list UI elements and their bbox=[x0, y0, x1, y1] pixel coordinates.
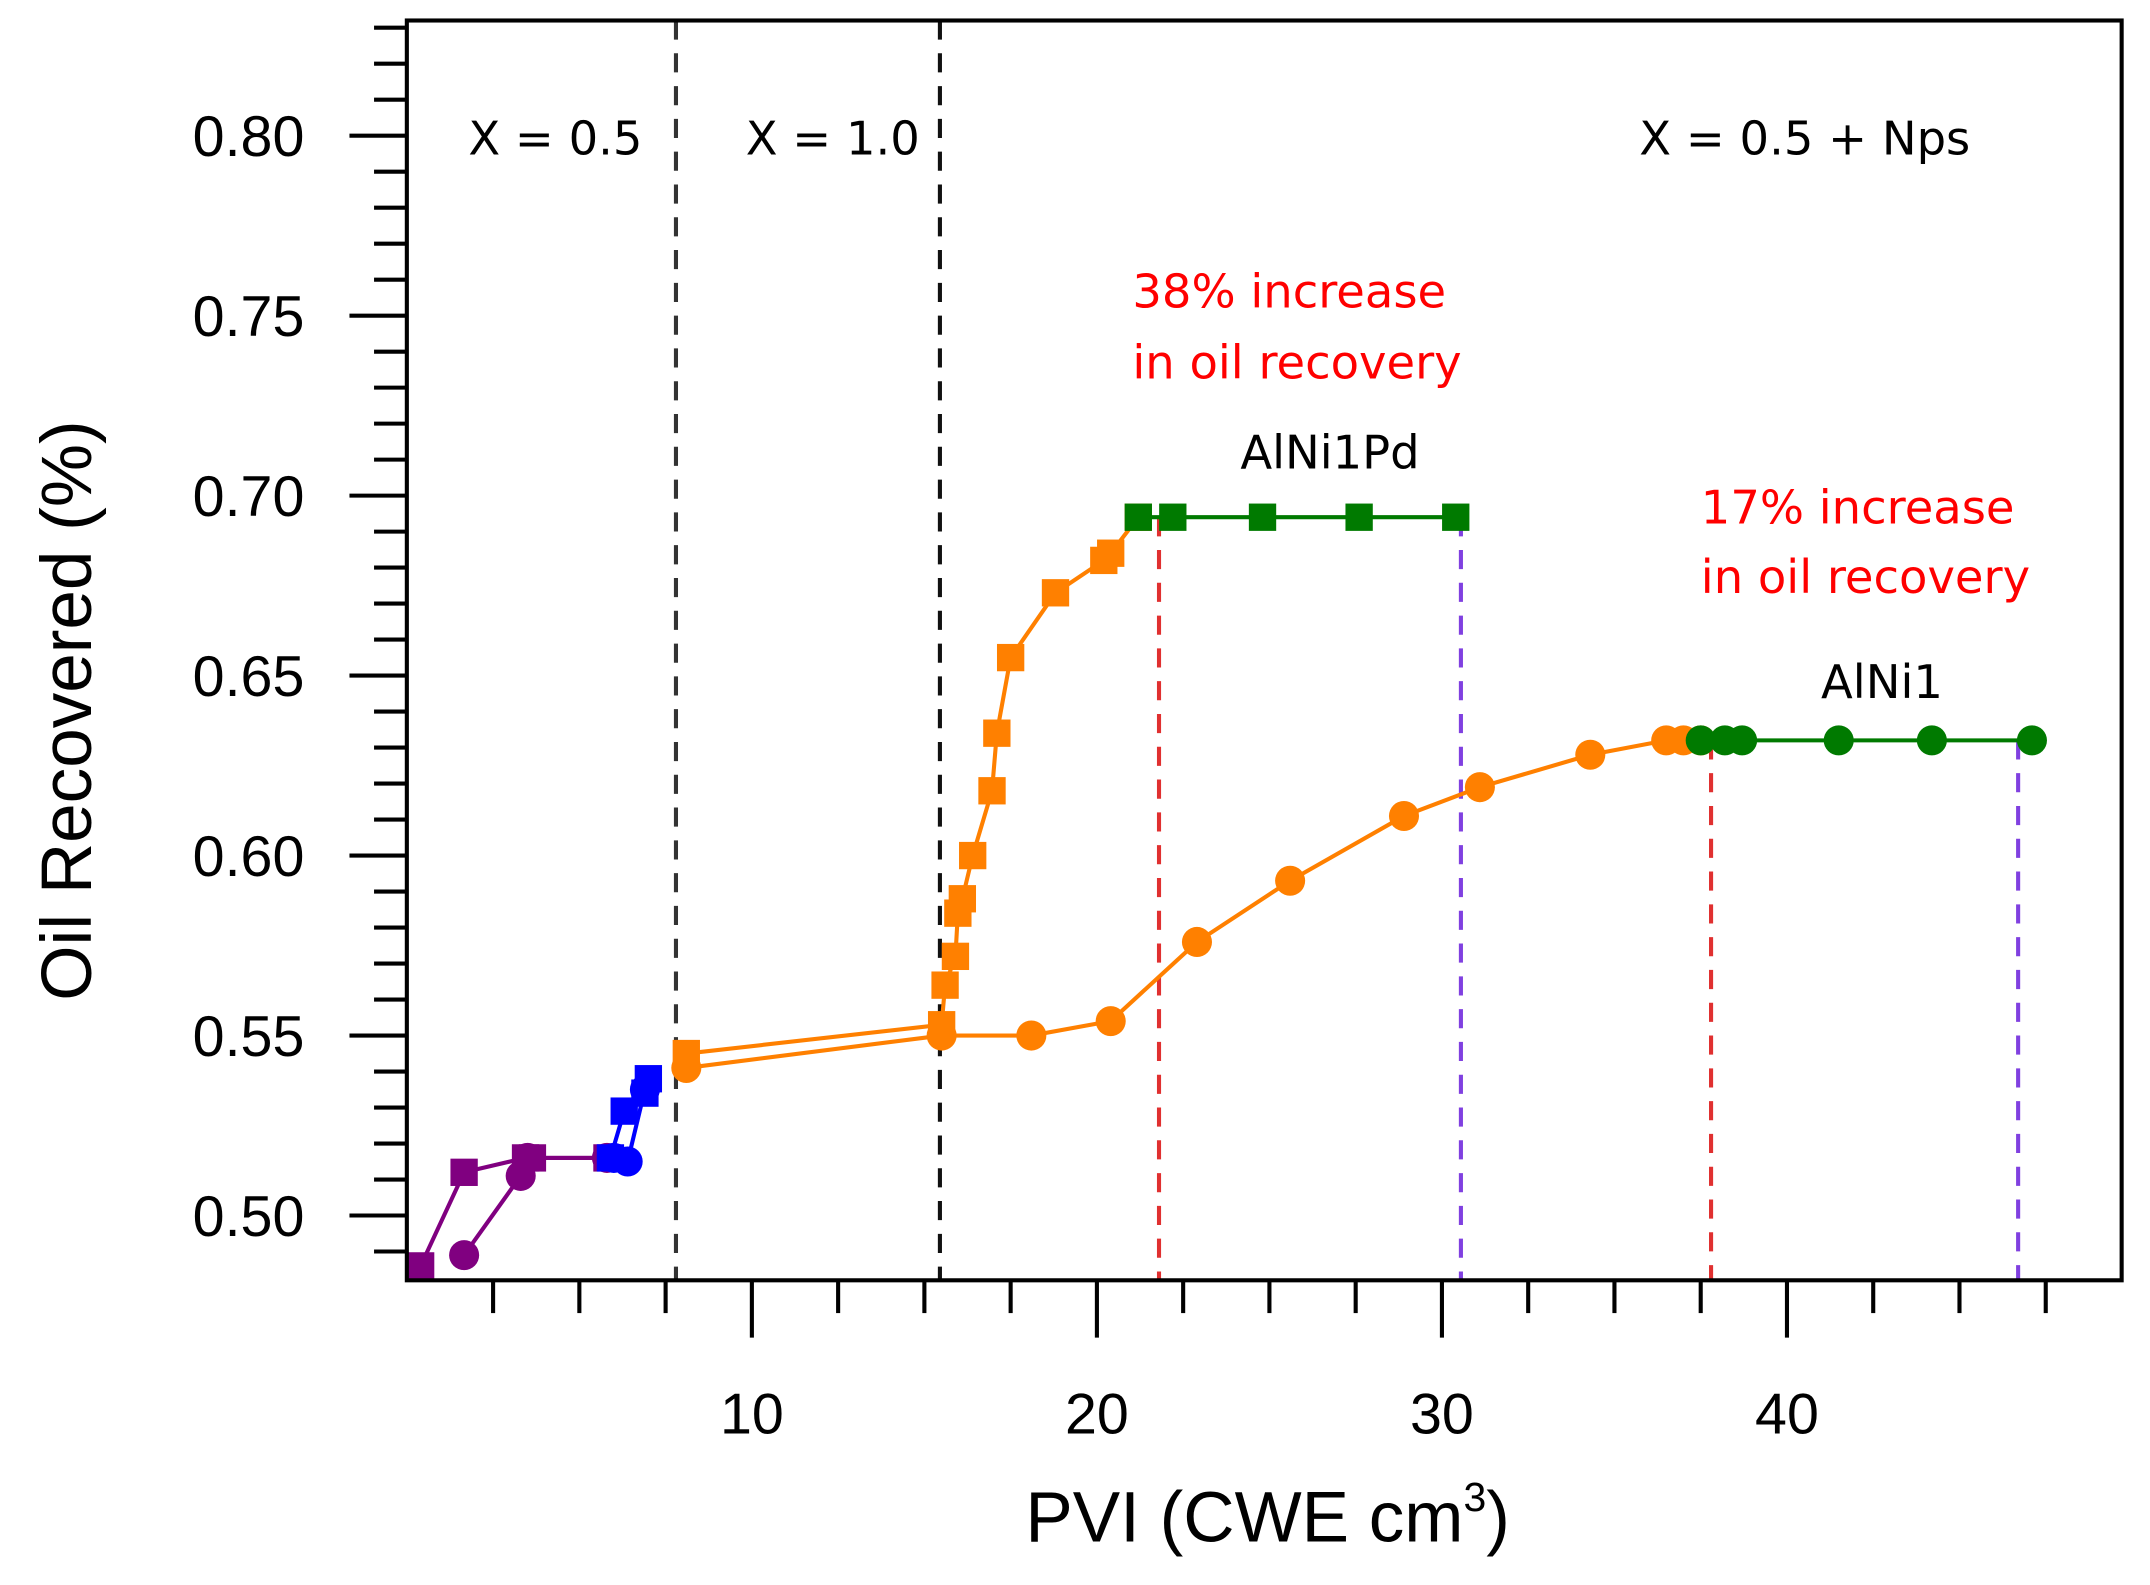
series-line-4 bbox=[686, 515, 1140, 1056]
y-tick-label: 0.65 bbox=[193, 645, 305, 709]
data-point-square bbox=[996, 643, 1025, 672]
data-point-square bbox=[1041, 579, 1070, 607]
data-point-square bbox=[983, 719, 1011, 747]
x-axis-label-close: ) bbox=[1486, 1478, 1510, 1557]
data-point-square bbox=[959, 841, 987, 870]
x-axis-label-main: PVI (CWE cm bbox=[1025, 1478, 1463, 1557]
data-point-square bbox=[1097, 539, 1125, 567]
x-axis-label: PVI (CWE cm3) bbox=[1025, 1474, 1510, 1557]
y-tick-label: 0.75 bbox=[193, 285, 305, 349]
annotation-region-2: X = 1.0 bbox=[746, 111, 920, 165]
x-tick-label: 10 bbox=[720, 1382, 784, 1446]
y-tick-label: 0.55 bbox=[193, 1005, 305, 1069]
x-tick-label: 20 bbox=[1065, 1382, 1129, 1446]
y-tick-label: 0.60 bbox=[193, 825, 305, 889]
x-tick-label: 40 bbox=[1755, 1382, 1819, 1446]
data-point-circle bbox=[1685, 725, 1716, 756]
data-point-square bbox=[406, 1252, 435, 1280]
data-point-square bbox=[978, 777, 1006, 805]
y-tick-label: 0.70 bbox=[193, 465, 305, 529]
data-point-circle bbox=[1823, 725, 1854, 756]
data-point-square bbox=[931, 971, 959, 999]
series-line-6 bbox=[686, 738, 1701, 1070]
annotation-increase-1-line1: 38% increase bbox=[1132, 264, 1446, 318]
y-tick-label: 0.80 bbox=[193, 105, 305, 169]
series-line-1 bbox=[462, 1155, 607, 1257]
annotation-region-3: X = 0.5 + Nps bbox=[1639, 111, 1970, 165]
data-point-circle bbox=[1181, 926, 1212, 957]
data-point-circle bbox=[629, 1074, 660, 1105]
annotation-region-1: X = 0.5 bbox=[468, 111, 642, 165]
data-point-square bbox=[450, 1158, 478, 1186]
y-tick-label: 0.50 bbox=[193, 1185, 305, 1249]
data-point-square bbox=[1248, 503, 1277, 531]
data-point-circle bbox=[1388, 800, 1420, 832]
data-point-circle bbox=[1275, 865, 1306, 896]
data-point-square bbox=[1159, 503, 1187, 531]
data-point-circle bbox=[926, 1020, 957, 1051]
x-axis-label-sup: 3 bbox=[1463, 1474, 1486, 1520]
annotation-increase-2-line1: 17% increase bbox=[1701, 480, 2015, 534]
data-point-circle bbox=[1016, 1020, 1047, 1051]
data-point-square bbox=[1442, 503, 1470, 531]
data-point-square bbox=[1124, 503, 1152, 531]
data-point-square bbox=[1345, 503, 1373, 531]
data-point-circle bbox=[1916, 725, 1947, 756]
data-point-circle bbox=[1727, 725, 1758, 756]
data-point-circle bbox=[1095, 1006, 1126, 1037]
data-point-circle bbox=[449, 1240, 480, 1271]
data-point-circle bbox=[612, 1146, 643, 1177]
y-axis-label: Oil Recovered (%) bbox=[28, 420, 107, 1000]
x-tick-label: 30 bbox=[1410, 1382, 1474, 1446]
annotation-increase-2-line2: in oil recovery bbox=[1701, 550, 2030, 604]
data-point-circle bbox=[2016, 725, 2047, 756]
label-alni1: AlNi1 bbox=[1821, 655, 1943, 709]
annotation-increase-1-line2: in oil recovery bbox=[1132, 335, 1461, 389]
data-point-circle bbox=[1464, 772, 1495, 803]
data-point-circle bbox=[671, 1052, 702, 1083]
data-point-square bbox=[948, 885, 977, 913]
data-point-square bbox=[941, 942, 970, 971]
plot-frame bbox=[404, 18, 2124, 1283]
data-point-circle bbox=[512, 1142, 543, 1173]
label-alni1pd: AlNi1Pd bbox=[1240, 426, 1419, 480]
data-point-circle bbox=[1575, 739, 1606, 770]
